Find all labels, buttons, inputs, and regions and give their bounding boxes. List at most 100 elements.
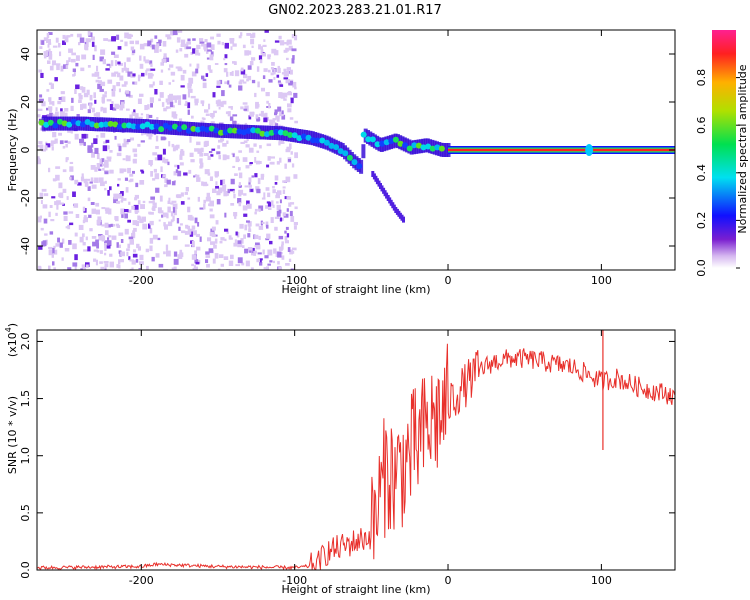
noise-speck [161, 102, 165, 107]
noise-speck [129, 114, 133, 119]
noise-speck [170, 31, 174, 36]
noise-speck [107, 79, 113, 84]
noise-speck [59, 242, 63, 248]
noise-speck [215, 100, 220, 104]
noise-speck [222, 100, 227, 105]
noise-speck [125, 155, 131, 162]
ridge-core [222, 129, 229, 136]
noise-speck [46, 107, 50, 111]
noise-speck [238, 167, 241, 171]
noise-speck [143, 43, 148, 47]
x-tick-label: -100 [282, 274, 307, 287]
noise-speck [261, 52, 266, 57]
noise-speck [79, 138, 84, 144]
noise-speck [271, 48, 277, 54]
noise-speck [113, 54, 119, 58]
noise-speck [72, 74, 75, 77]
noise-speck [256, 188, 261, 194]
noise-speck [116, 82, 121, 87]
noise-speck [238, 150, 242, 153]
noise-speck [211, 148, 216, 151]
noise-speck [167, 68, 171, 71]
colorbar-label: Normalized spectral amplitude [736, 64, 749, 233]
noise-speck [206, 263, 210, 268]
noise-speck [189, 63, 192, 67]
colorbar-tick-label: 0.6 [695, 116, 708, 134]
noise-speck [98, 235, 103, 241]
noise-speck [132, 81, 135, 85]
noise-speck [55, 174, 60, 181]
noise-speck [238, 202, 242, 207]
noise-speck [46, 33, 50, 39]
noise-speck [87, 31, 91, 36]
ridge-core [273, 128, 280, 135]
noise-speck [237, 243, 243, 248]
y-tick-label: -20 [19, 189, 32, 207]
noise-speck [224, 238, 227, 242]
noise-speck [172, 235, 178, 240]
noise-speck [238, 172, 243, 179]
noise-speck [180, 201, 185, 205]
noise-speck [78, 93, 82, 97]
noise-speck [83, 141, 86, 146]
noise-speck [274, 182, 278, 185]
noise-speck [111, 51, 116, 55]
noise-speck [114, 60, 117, 66]
noise-speck [291, 163, 295, 168]
noise-speck [209, 214, 215, 219]
ridge-core [406, 145, 413, 152]
noise-speck [226, 140, 229, 144]
noise-speck [53, 249, 58, 255]
noise-speck [117, 193, 122, 199]
noise-speck [172, 203, 178, 210]
noise-speck [109, 261, 114, 268]
noise-speck [124, 209, 129, 213]
ridge-core [333, 144, 340, 151]
noise-speck [148, 223, 151, 229]
noise-speck [120, 199, 124, 203]
noise-speck [250, 33, 255, 39]
noise-speck [277, 80, 281, 84]
noise-speck [242, 81, 247, 84]
noise-speck [188, 77, 194, 84]
noise-speck [254, 234, 259, 239]
noise-speck [232, 114, 238, 117]
noise-speck [140, 204, 145, 209]
noise-speck [70, 33, 74, 37]
noise-speck [213, 110, 217, 114]
ridge-core [112, 121, 119, 128]
noise-speck [176, 218, 180, 224]
noise-speck [127, 71, 133, 77]
noise-speck [128, 94, 133, 98]
noise-speck [266, 234, 270, 239]
noise-speck [170, 219, 174, 223]
noise-speck [126, 108, 130, 111]
noise-speck [69, 161, 74, 164]
noise-speck [109, 65, 112, 68]
noise-speck [81, 86, 86, 93]
noise-speck [64, 108, 69, 112]
noise-speck [159, 195, 163, 202]
noise-speck [226, 155, 230, 160]
noise-speck [104, 170, 109, 173]
noise-speck [117, 61, 121, 65]
ridge-core [392, 136, 399, 143]
noise-speck [154, 173, 160, 180]
noise-speck [209, 176, 213, 181]
noise-speck [173, 266, 177, 270]
noise-speck [258, 113, 262, 116]
noise-speck [278, 92, 283, 98]
noise-speck [114, 135, 117, 140]
noise-speck [56, 200, 61, 205]
noise-speck [164, 224, 168, 230]
noise-speck [154, 47, 159, 53]
noise-speck [144, 59, 150, 64]
ridge-core [185, 127, 192, 134]
ridge-core [190, 125, 197, 132]
noise-speck [91, 142, 94, 148]
noise-speck [56, 204, 59, 210]
noise-speck [41, 101, 46, 107]
noise-speck [122, 168, 127, 172]
noise-speck [168, 82, 171, 85]
noise-speck [81, 133, 87, 139]
